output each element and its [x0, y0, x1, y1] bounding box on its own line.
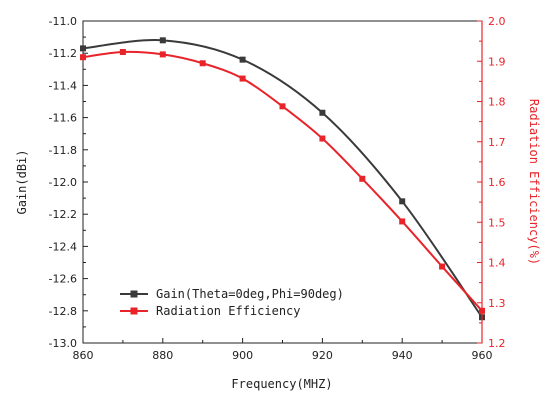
legend-label-gain: Gain(Theta=0deg,Phi=90deg): [156, 287, 344, 301]
gain-point: [80, 45, 86, 52]
x-tick-label: 900: [232, 349, 253, 362]
y2-tick-label: 1.4: [488, 257, 506, 270]
y-axis-left: -11.0 -11.2 -11.4 -11.6 -11.8 -12.0 -12.2 -12.4…: [49, 15, 88, 350]
efficiency-point: [439, 263, 446, 270]
efficiency-point: [359, 175, 366, 182]
y2-tick-label: 1.8: [488, 96, 506, 109]
y-tick-label: -12.4: [49, 240, 77, 253]
series-markers: [80, 37, 485, 321]
gain-point: [159, 37, 166, 44]
efficiency-point: [319, 135, 326, 142]
y-tick-label: -11.6: [49, 112, 77, 125]
y-tick-label: -11.8: [49, 144, 77, 157]
y-tick-label: -12.6: [49, 273, 77, 286]
gain-point: [319, 109, 326, 116]
y2-tick-label: 1.2: [488, 337, 506, 350]
gain-curve: [82, 39, 483, 318]
y2-tick-label: 1.5: [488, 216, 506, 229]
y-tick-label: -13.0: [49, 337, 77, 350]
y-axis-title: Gain(dBi): [15, 149, 29, 214]
y2-tick-label: 2.0: [488, 15, 506, 28]
efficiency-point: [239, 75, 246, 82]
y2-axis-title: Radiation Efficiency(%): [527, 99, 541, 265]
x-tick-label: 860: [73, 349, 94, 362]
legend-label-efficiency: Radiation Efficiency: [156, 304, 301, 318]
x-axis-title: Frequency(MHZ): [231, 377, 332, 391]
legend: Gain(Theta=0deg,Phi=90deg) Radiation Eff…: [120, 287, 344, 318]
y-tick-label: -11.0: [49, 15, 77, 28]
y2-tick-label: 1.6: [488, 176, 506, 189]
efficiency-point: [159, 51, 166, 58]
x-tick-label: 920: [312, 349, 333, 362]
gain-point: [239, 56, 246, 63]
x-tick-label: 940: [392, 349, 413, 362]
y-tick-label: -12.2: [49, 208, 77, 221]
efficiency-point: [119, 48, 126, 55]
y2-tick-label: 1.3: [488, 297, 506, 310]
y-tick-label: -11.4: [49, 79, 77, 92]
legend-item-gain: Gain(Theta=0deg,Phi=90deg): [120, 287, 344, 301]
gain-point: [399, 198, 406, 205]
efficiency-point: [80, 54, 86, 61]
legend-item-efficiency: Radiation Efficiency: [120, 304, 301, 318]
x-axis: 860 880 900 920 940 960: [73, 338, 493, 362]
efficiency-point: [199, 60, 206, 67]
efficiency-curve: [82, 50, 483, 312]
y-tick-label: -11.2: [49, 47, 77, 60]
y-tick-label: -12.8: [49, 305, 77, 318]
y-tick-label: -12.0: [49, 176, 77, 189]
efficiency-point: [399, 218, 406, 225]
y-axis-right: 2.0 1.9 1.8 1.7 1.6 1.5 1.4 1.3 1.2: [477, 15, 506, 350]
y2-tick-label: 1.9: [488, 55, 506, 68]
y2-tick-label: 1.7: [488, 136, 506, 149]
efficiency-point: [279, 103, 286, 110]
series-curves: [82, 39, 483, 318]
x-tick-label: 880: [152, 349, 173, 362]
x-tick-label: 960: [472, 349, 493, 362]
